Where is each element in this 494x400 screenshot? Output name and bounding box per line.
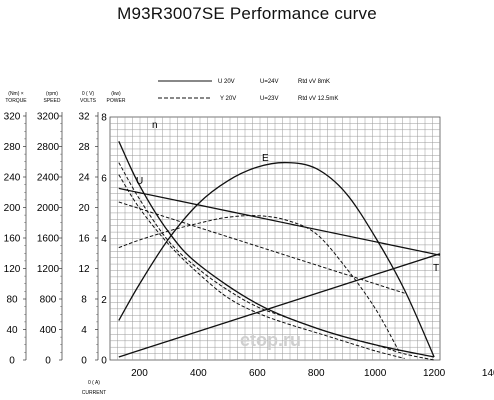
curve-label-E: E: [262, 153, 269, 164]
legend: U 20V U=24V Rtd vV 8mK Y 20V U=23V Rtd vV 12.…: [158, 79, 338, 102]
chart-title: M93R3007SE Performance curve: [117, 4, 377, 23]
torque-axis-name: TORQUE: [5, 98, 27, 104]
x-tick-label: 200: [131, 368, 148, 379]
legend-dashed-label: Y 20V: [220, 96, 236, 102]
volts-tick-label: 4: [81, 325, 87, 336]
power-tick-label: 0: [101, 356, 107, 367]
x-tick-label: 1400: [482, 368, 494, 379]
x-axis-unit: 0 ( A): [88, 380, 100, 386]
x-tick-label: 1000: [364, 368, 387, 379]
series-T-solid: [118, 253, 441, 358]
torque-tick-label: 240: [4, 173, 21, 184]
series-E-dashed: [118, 215, 400, 352]
torque-tick-label: 0: [9, 356, 15, 367]
torque-tick-label: 280: [4, 142, 21, 153]
speed-tick-label: 1600: [37, 234, 60, 245]
power-axis-unit: (kw): [111, 91, 121, 97]
volts-tick-label: 32: [78, 112, 90, 123]
speed-tick-label: 2000: [37, 203, 60, 214]
torque-tick-label: 40: [6, 325, 18, 336]
series-T-dashed: [118, 174, 405, 359]
speed-tick-label: 0: [45, 356, 51, 367]
x-axis-name: CURRENT: [82, 390, 106, 396]
speed-tick-label: 800: [40, 295, 57, 306]
legend-solid-item: Rtd vV 8mK: [298, 79, 330, 85]
legend-solid-label: U 20V: [218, 79, 235, 85]
torque-tick-label: 160: [4, 234, 21, 245]
grid: [109, 116, 441, 361]
x-tick-label: 400: [190, 368, 207, 379]
power-tick-label: 6: [101, 173, 107, 184]
watermark-logo: etop.ru: [240, 330, 301, 350]
power-tick-label: 4: [101, 234, 107, 245]
speed-tick-label: 3200: [37, 112, 60, 123]
x-tick-label: 600: [249, 368, 266, 379]
series-U-solid: [118, 187, 441, 256]
torque-tick-label: 200: [4, 203, 21, 214]
x-tick-label: 1200: [423, 368, 446, 379]
curve-label-n: n: [152, 120, 158, 131]
speed-tick-label: 1200: [37, 264, 60, 275]
speed-tick-label: 2800: [37, 142, 60, 153]
torque-tick-label: 80: [6, 295, 18, 306]
power-axis-name: POWER: [107, 98, 126, 104]
series-n-solid: [118, 141, 435, 358]
power-tick-label: 2: [101, 295, 107, 306]
curve-label-T: T: [433, 263, 439, 274]
speed-axis-name: SPEED: [44, 98, 61, 104]
curves: [118, 141, 441, 361]
volts-tick-label: 16: [78, 234, 90, 245]
volts-tick-label: 0: [81, 356, 87, 367]
volts-tick-label: 20: [78, 203, 90, 214]
speed-axis-unit: (rpm): [46, 91, 58, 97]
volts-tick-label: 12: [78, 264, 90, 275]
x-tick-label: 800: [308, 368, 325, 379]
volts-tick-label: 8: [81, 295, 87, 306]
legend-solid-item: U=24V: [260, 79, 279, 85]
speed-tick-label: 2400: [37, 173, 60, 184]
volts-axis-name: VOLTS: [80, 98, 97, 104]
power-tick-label: 8: [101, 113, 107, 124]
curve-label-U: U: [136, 176, 143, 187]
series-E-solid: [118, 161, 435, 358]
torque-tick-label: 320: [4, 112, 21, 123]
series-U-dashed: [118, 201, 405, 294]
volts-axis-unit: 0 ( V): [82, 91, 95, 97]
volts-tick-label: 24: [78, 173, 90, 184]
series-n-dashed: [118, 162, 435, 361]
volts-tick-label: 28: [78, 142, 90, 153]
torque-axis-unit: (Nm) ×: [8, 91, 23, 97]
torque-tick-label: 120: [4, 264, 21, 275]
speed-tick-label: 400: [40, 325, 57, 336]
legend-dashed-item: Rtd vV 12.5mK: [298, 96, 338, 102]
legend-dashed-item: U=23V: [260, 96, 279, 102]
